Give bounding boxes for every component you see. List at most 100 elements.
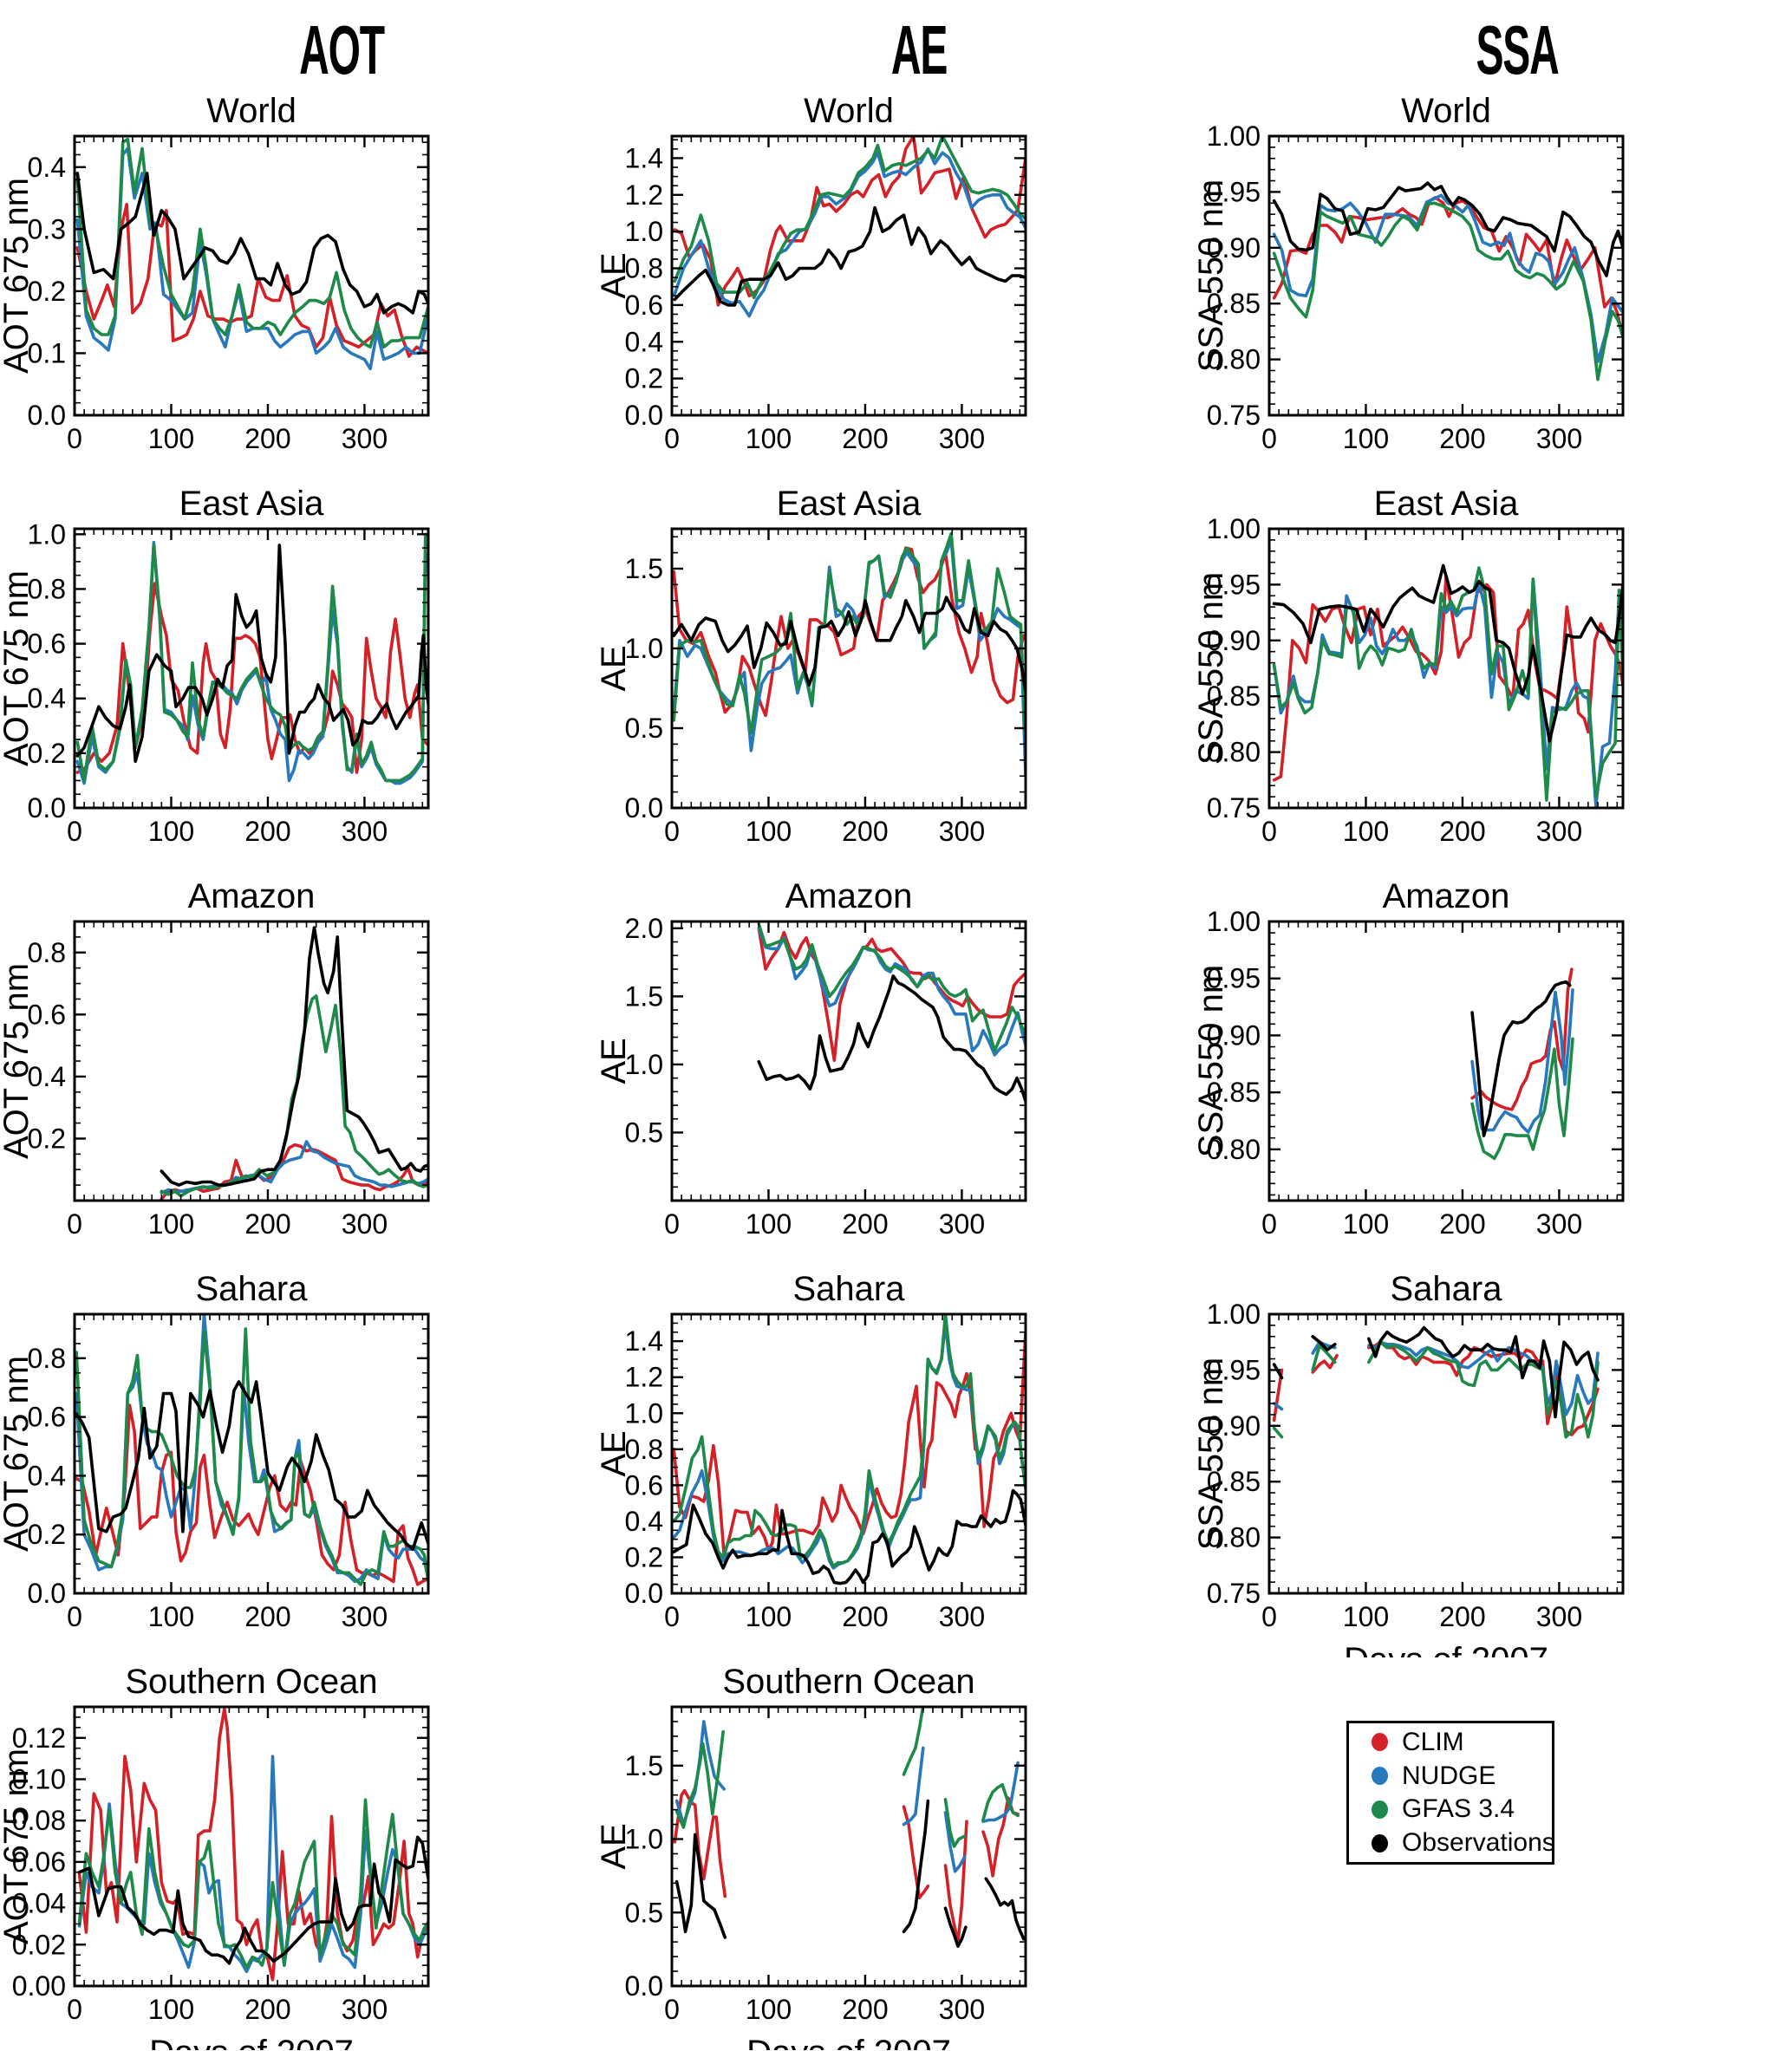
panel-title: East Asia bbox=[1374, 485, 1520, 523]
y-axis-label: SSA 550 nm bbox=[1195, 965, 1230, 1157]
plot-border bbox=[1267, 920, 1625, 1202]
y-tick-label: 0.6 bbox=[625, 1469, 663, 1501]
x-tick-label: 200 bbox=[1439, 816, 1485, 847]
y-tick-label: 0.06 bbox=[12, 1846, 66, 1878]
series-observations-line bbox=[75, 544, 428, 764]
x-axis-label: Days of 2007 bbox=[746, 2034, 951, 2050]
y-tick-label: 1.0 bbox=[28, 518, 66, 550]
legend-label: CLIM bbox=[1402, 1727, 1464, 1756]
series-clim-line bbox=[943, 1820, 968, 1944]
nudge-color-dot bbox=[1372, 1767, 1388, 1786]
y-tick-label: 0.08 bbox=[12, 1805, 66, 1836]
axis-ticks bbox=[670, 1313, 1026, 1595]
y-tick-label: 0.4 bbox=[28, 683, 66, 714]
y-tick-label: 0.90 bbox=[1207, 232, 1261, 264]
y-axis-label: SSA 550 nm bbox=[1195, 572, 1230, 765]
series-nudge-line bbox=[981, 1761, 1020, 1823]
y-tick-label: 0.80 bbox=[1207, 737, 1261, 768]
y-axis-label: SSA 550 nm bbox=[1195, 179, 1230, 372]
panel-title: Amazon bbox=[785, 877, 913, 915]
plot-border bbox=[1267, 527, 1625, 810]
y-tick-label: 0.10 bbox=[12, 1763, 66, 1794]
x-tick-label: 0 bbox=[67, 423, 82, 454]
panel-ae-amazon: 0 100 200 300 0.5 1.0 1.5 2.0 Amazon AE bbox=[597, 877, 1027, 1240]
series-lines bbox=[1272, 181, 1623, 381]
y-tick-label: 0.95 bbox=[1207, 176, 1261, 207]
x-tick-label: 100 bbox=[1343, 816, 1389, 847]
x-tick-label: 0 bbox=[67, 1601, 82, 1632]
panel-title: East Asia bbox=[179, 485, 325, 523]
series-gfas-3-4-line bbox=[1470, 1037, 1574, 1161]
y-tick-label: 0.0 bbox=[625, 792, 663, 824]
y-tick-label: 0.8 bbox=[28, 1343, 66, 1374]
y-tick-label: 0.6 bbox=[28, 1402, 66, 1433]
x-tick-label: 300 bbox=[1536, 1601, 1582, 1632]
y-tick-label: 0.5 bbox=[625, 713, 663, 744]
y-tick-label: 1.2 bbox=[625, 179, 663, 211]
series-observations-line bbox=[673, 205, 1026, 307]
series-observations-line bbox=[160, 926, 428, 1187]
x-tick-label: 300 bbox=[1536, 1208, 1582, 1240]
axis-ticks bbox=[73, 136, 428, 417]
series-observations-line bbox=[943, 1906, 968, 1948]
series-lines bbox=[1272, 563, 1623, 808]
series-gfas-3-4-line bbox=[75, 1327, 428, 1586]
x-tick-label: 300 bbox=[939, 423, 985, 454]
plot-border bbox=[1267, 134, 1625, 417]
x-axis-label: Days of 2007 bbox=[1344, 1641, 1548, 1657]
series-observations-line bbox=[672, 596, 1026, 693]
y-tick-label: 0.2 bbox=[28, 1519, 66, 1550]
x-tick-label: 200 bbox=[1439, 1601, 1485, 1632]
x-tick-label: 100 bbox=[746, 1994, 792, 2025]
y-axis-label: AOT 675 nm bbox=[0, 178, 36, 374]
panel-title: Sahara bbox=[793, 1270, 906, 1308]
y-axis-label: AE bbox=[597, 1823, 633, 1869]
series-observations-line bbox=[672, 1488, 1026, 1585]
y-tick-label: 0.95 bbox=[1207, 963, 1261, 994]
series-observations-line bbox=[984, 1877, 1026, 1941]
column-header-ae: AE bbox=[890, 11, 948, 88]
plot-border bbox=[73, 1705, 430, 1988]
y-tick-label: 1.5 bbox=[625, 1750, 663, 1781]
series-clim-line bbox=[1470, 967, 1574, 1111]
series-gfas-3-4-line bbox=[1272, 201, 1623, 381]
panel-aot-amazon: 0 100 200 300 0.2 0.4 0.6 0.8 Amazon AOT 675 nm bbox=[0, 877, 430, 1240]
y-tick-label: 0.02 bbox=[12, 1929, 66, 1960]
legend-label: NUDGE bbox=[1402, 1761, 1496, 1790]
series-nudge-line bbox=[1272, 1402, 1284, 1411]
y-tick-label: 0.0 bbox=[28, 1578, 66, 1609]
y-tick-label: 0.75 bbox=[1207, 1578, 1261, 1609]
y-tick-label: 0.6 bbox=[28, 628, 66, 660]
plot-border bbox=[670, 920, 1027, 1202]
series-nudge-line bbox=[1272, 193, 1623, 363]
series-gfas-3-4-line bbox=[1367, 1340, 1600, 1439]
y-tick-label: 0.4 bbox=[28, 1061, 66, 1092]
axis-ticks bbox=[73, 1706, 428, 1988]
series-gfas-3-4-line bbox=[1272, 566, 1623, 802]
series-clim-line bbox=[75, 202, 428, 358]
series-lines bbox=[672, 1314, 1026, 1585]
legend: CLIM NUDGE GFAS 3.4 Observations bbox=[1346, 1721, 1555, 1865]
series-observations-line bbox=[674, 1833, 727, 1939]
y-tick-label: 1.5 bbox=[625, 980, 663, 1012]
plot-border bbox=[670, 1312, 1027, 1595]
x-tick-label: 100 bbox=[1343, 1601, 1389, 1632]
y-tick-label: 0.5 bbox=[625, 1897, 663, 1928]
series-gfas-3-4-line bbox=[672, 531, 1026, 743]
x-tick-label: 200 bbox=[842, 423, 888, 454]
gfas-color-dot bbox=[1372, 1800, 1388, 1819]
series-gfas-3-4-line bbox=[674, 1730, 725, 1829]
series-clim-line bbox=[757, 927, 1026, 1062]
series-gfas-3-4-line bbox=[981, 1783, 1020, 1822]
x-tick-label: 300 bbox=[939, 1994, 985, 2025]
series-observations-line bbox=[1311, 1335, 1337, 1351]
y-axis-label: AOT 675 nm bbox=[0, 1356, 36, 1552]
series-nudge-line bbox=[902, 1746, 925, 1826]
series-lines bbox=[672, 531, 1026, 778]
series-gfas-3-4-line bbox=[672, 1314, 1026, 1568]
series-clim-line bbox=[160, 1143, 428, 1201]
y-tick-label: 0.90 bbox=[1207, 1019, 1261, 1051]
y-tick-label: 1.4 bbox=[625, 1325, 663, 1357]
series-clim-line bbox=[672, 1331, 1026, 1558]
y-axis-label: SSA 550 nm bbox=[1195, 1358, 1230, 1550]
